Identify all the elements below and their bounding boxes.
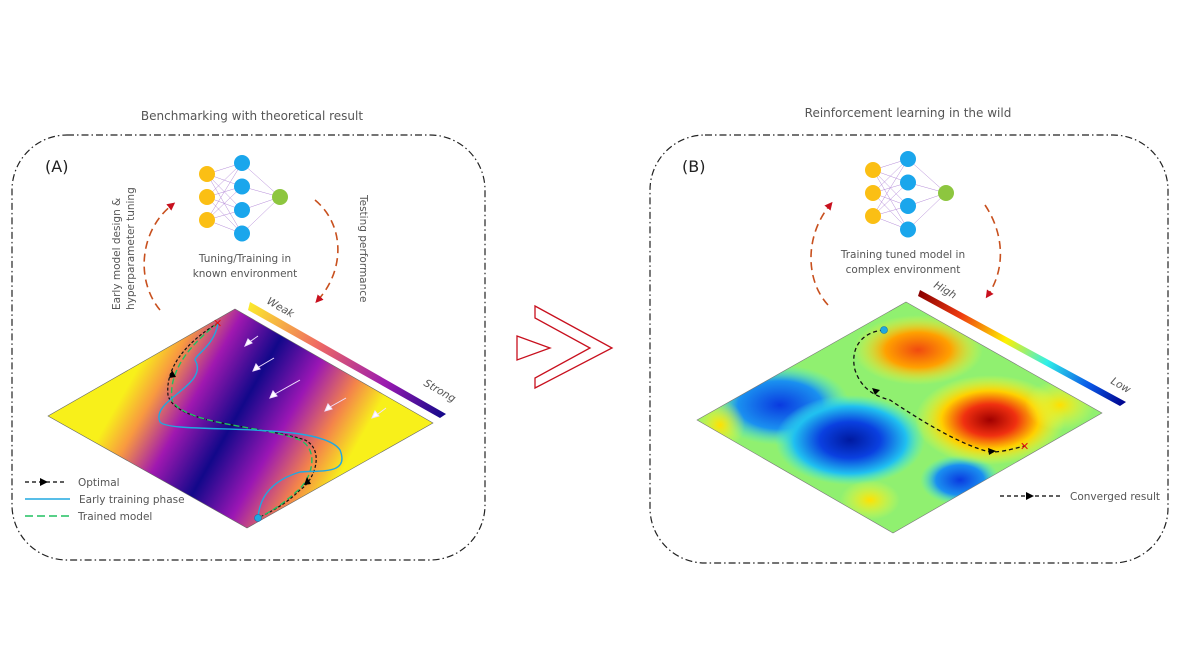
- center-text-b-1: Training tuned model in: [840, 249, 965, 261]
- legend-converged-result: Converged result: [1070, 491, 1160, 503]
- path-arrowhead: [872, 388, 880, 395]
- nn-node: [900, 174, 916, 191]
- transition-arrow: [516, 304, 614, 390]
- nn-node: [865, 208, 881, 224]
- right-arrow-text: Testing performance: [357, 194, 369, 303]
- nn-node: [900, 221, 916, 238]
- nn-node: [199, 166, 215, 182]
- neural-network-b: [872, 158, 947, 230]
- colorbar-b-low: Low: [1109, 375, 1133, 396]
- path-arrowhead: [988, 448, 996, 455]
- panel-a: Benchmarking with theoretical result (A)…: [11, 109, 486, 561]
- nn-node: [199, 189, 215, 205]
- panel-a-label: (A): [45, 157, 68, 176]
- nn-node: [234, 225, 250, 242]
- panel-b-title: Reinforcement learning in the wild: [805, 106, 1012, 120]
- legend-a: Optimal Early training phase Trained mod…: [25, 477, 185, 523]
- colorbar-a: [248, 302, 446, 418]
- start-point-b: [880, 326, 888, 334]
- nn-edge: [241, 196, 281, 234]
- environment-surface-a: [47, 308, 434, 529]
- nn-node: [938, 185, 954, 201]
- panel-b-label: (B): [682, 157, 705, 176]
- goal-marker-a: ✕: [213, 317, 222, 330]
- nn-node: [865, 162, 881, 178]
- testing-loop-arrow: [314, 199, 339, 303]
- converged-path: [853, 329, 1026, 453]
- neural-network-nodes-a: [199, 155, 288, 242]
- panel-a-border: [11, 134, 486, 561]
- training-loop-arrow: [810, 201, 833, 306]
- colorbar-b-high: High: [932, 279, 959, 301]
- nn-node: [900, 151, 916, 167]
- nn-node: [234, 155, 250, 171]
- center-text-a-1: Tuning/Training in: [198, 253, 291, 265]
- legend-early-training: Early training phase: [79, 494, 185, 506]
- nn-edge: [907, 158, 947, 194]
- optimal-arrowhead: [169, 370, 176, 378]
- legend-trained-model: Trained model: [77, 511, 152, 523]
- center-text-a-2: known environment: [193, 268, 298, 280]
- environment-heatmap-b: [697, 302, 1102, 533]
- nn-node: [865, 185, 881, 201]
- nn-node: [234, 178, 250, 195]
- left-arrow-text-1: Early model design &: [111, 198, 123, 310]
- nn-node: [199, 212, 215, 228]
- goal-marker-b: ✕: [1020, 440, 1029, 453]
- panel-b-border: [649, 134, 1169, 564]
- environment-surface-b: [696, 301, 1103, 534]
- early-training-path: [158, 322, 343, 519]
- legend-optimal: Optimal: [78, 477, 120, 489]
- left-arrow-text-2: hyperparameter tuning: [125, 187, 137, 310]
- nn-node: [234, 202, 250, 218]
- neural-network-nodes-b: [865, 151, 954, 238]
- nn-edge: [241, 162, 281, 198]
- colorbar-b: [918, 290, 1126, 406]
- nn-edge: [907, 192, 947, 230]
- field-arrows: [244, 335, 387, 419]
- nn-node: [900, 198, 916, 214]
- panel-b: Reinforcement learning in the wild (B) T…: [649, 106, 1169, 564]
- nn-edge: [206, 162, 243, 221]
- nn-node: [272, 189, 288, 205]
- design-loop-arrow: [143, 202, 176, 311]
- optimal-arrowhead: [304, 477, 311, 485]
- feedback-loop-arrow: [984, 204, 1002, 299]
- nn-edge: [872, 158, 909, 217]
- nn-edge: [872, 182, 909, 217]
- start-point-a: [254, 514, 262, 522]
- nn-edge: [872, 158, 909, 194]
- neural-network-a: [206, 162, 281, 234]
- colorbar-a-strong: Strong: [422, 377, 458, 405]
- panel-a-title: Benchmarking with theoretical result: [141, 109, 363, 123]
- trained-model-path: [170, 322, 313, 519]
- legend-b: Converged result: [1000, 491, 1160, 503]
- nn-edge: [206, 162, 243, 198]
- center-text-b-2: complex environment: [846, 264, 961, 276]
- nn-edge: [206, 186, 243, 221]
